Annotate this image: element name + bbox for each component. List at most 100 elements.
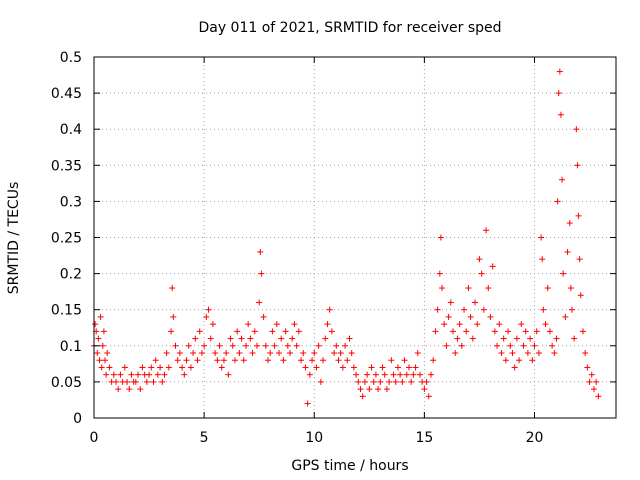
x-tick-label: 20 — [526, 430, 544, 446]
data-point — [291, 321, 298, 328]
data-point — [348, 350, 355, 357]
data-point — [150, 378, 157, 385]
data-point — [201, 342, 208, 349]
data-point — [456, 321, 463, 328]
data-point — [154, 371, 161, 378]
data-point — [267, 350, 274, 357]
data-point — [157, 364, 164, 371]
data-point — [126, 386, 133, 393]
data-point — [207, 335, 214, 342]
data-point — [313, 364, 320, 371]
data-point — [174, 357, 181, 364]
data-point — [106, 364, 113, 371]
data-point — [322, 335, 329, 342]
data-point — [579, 328, 586, 335]
data-point — [392, 378, 399, 385]
data-point — [181, 371, 188, 378]
data-point — [474, 321, 481, 328]
y-tick-label: 0.4 — [60, 122, 82, 138]
data-point — [169, 285, 176, 292]
data-point — [170, 313, 177, 320]
data-point — [203, 313, 210, 320]
data-point — [437, 234, 444, 241]
data-point — [344, 357, 351, 364]
data-point — [331, 350, 338, 357]
data-point — [564, 248, 571, 255]
data-point — [538, 234, 545, 241]
data-point — [220, 357, 227, 364]
data-point — [262, 342, 269, 349]
data-point — [190, 350, 197, 357]
data-point — [258, 270, 265, 277]
data-point — [205, 306, 212, 313]
data-point — [159, 378, 166, 385]
data-point — [498, 350, 505, 357]
data-point — [350, 364, 357, 371]
data-point — [542, 321, 549, 328]
data-point — [320, 357, 327, 364]
data-point — [132, 378, 139, 385]
data-point — [229, 342, 236, 349]
data-point — [311, 350, 318, 357]
data-point — [287, 350, 294, 357]
data-point — [146, 371, 153, 378]
data-point — [271, 342, 278, 349]
data-point — [556, 68, 563, 75]
data-point — [476, 256, 483, 263]
data-point — [110, 371, 117, 378]
data-point — [416, 371, 423, 378]
data-point — [353, 371, 360, 378]
data-point — [408, 378, 415, 385]
data-point — [335, 357, 342, 364]
data-point — [401, 357, 408, 364]
data-point — [269, 328, 276, 335]
data-point — [458, 342, 465, 349]
data-point — [102, 357, 109, 364]
data-point — [240, 357, 247, 364]
data-point — [381, 371, 388, 378]
data-point — [273, 321, 280, 328]
data-point — [390, 371, 397, 378]
data-point — [117, 371, 124, 378]
data-point — [397, 371, 404, 378]
data-point — [216, 342, 223, 349]
data-point — [527, 335, 534, 342]
data-point — [97, 313, 104, 320]
data-point — [469, 335, 476, 342]
data-point — [148, 364, 155, 371]
data-point — [94, 350, 101, 357]
data-point — [135, 371, 142, 378]
data-point — [388, 357, 395, 364]
data-point — [496, 321, 503, 328]
data-point — [554, 198, 561, 205]
data-point — [447, 299, 454, 306]
data-point — [278, 335, 285, 342]
data-point — [198, 350, 205, 357]
data-point — [399, 378, 406, 385]
data-point — [96, 357, 103, 364]
data-point — [593, 378, 600, 385]
data-point — [234, 328, 241, 335]
data-point — [306, 371, 313, 378]
x-tick-label: 0 — [90, 430, 99, 446]
data-point — [298, 357, 305, 364]
data-point — [524, 350, 531, 357]
data-point — [179, 364, 186, 371]
data-point — [375, 386, 382, 393]
data-point — [196, 328, 203, 335]
data-point — [368, 364, 375, 371]
data-point — [265, 357, 271, 364]
data-point — [571, 335, 578, 342]
data-point — [236, 350, 243, 357]
data-point — [253, 342, 260, 349]
data-point — [357, 386, 364, 393]
data-point — [540, 306, 547, 313]
data-point — [450, 328, 457, 335]
data-point — [535, 350, 542, 357]
data-point — [280, 357, 287, 364]
data-point — [502, 357, 509, 364]
data-point — [436, 270, 443, 277]
data-point — [403, 371, 410, 378]
data-point — [533, 328, 540, 335]
data-point — [137, 386, 144, 393]
